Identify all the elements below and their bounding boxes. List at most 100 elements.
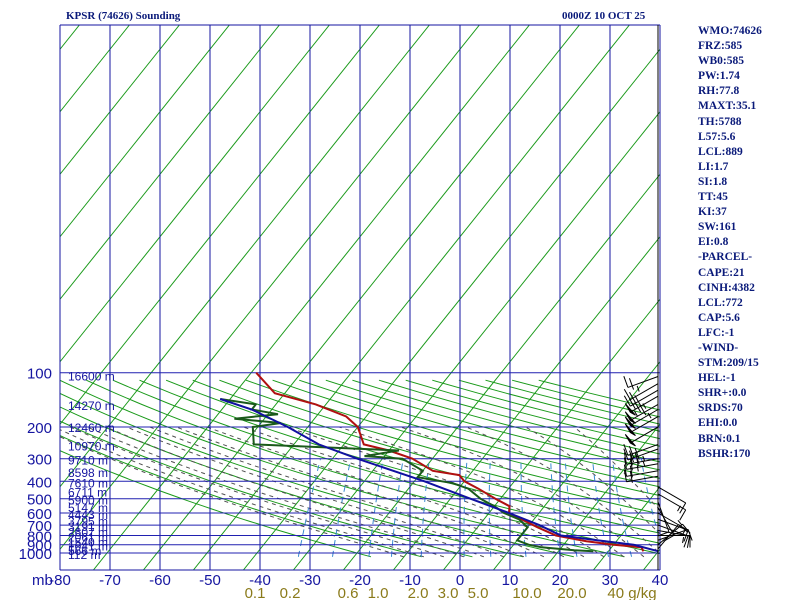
temperature-tick-label: -30	[299, 572, 321, 589]
mixing-ratio-label: 0.6	[338, 585, 359, 600]
wind-barb-flag	[683, 535, 689, 548]
pressure-tick-label: 100	[27, 366, 52, 383]
wind-barb-flag	[634, 448, 640, 460]
wind-barb	[657, 520, 691, 546]
wind-barb	[624, 426, 659, 447]
isotherm-line	[60, 25, 180, 176]
dry-adiabat-line	[112, 379, 660, 544]
dry-adiabat-line	[325, 379, 660, 471]
temperature-tick-label: 30	[602, 572, 619, 589]
moist-adiabat-line	[573, 426, 660, 511]
height-label: 566 m	[68, 544, 101, 558]
moist-adiabat-lines	[60, 426, 660, 558]
wind-barb-staff	[627, 443, 659, 456]
station-title: KPSR (74626) Sounding	[66, 10, 181, 22]
mixing-ratio-line	[391, 458, 404, 557]
height-label: 9710 m	[68, 454, 108, 468]
mixing-ratio-line	[420, 458, 430, 557]
wind-barb-flag	[629, 470, 633, 483]
wind-barb-flag	[678, 524, 689, 533]
index-item: SI:1.8	[698, 175, 728, 188]
wind-barb-staff	[630, 395, 659, 413]
dry-adiabat-line	[60, 392, 574, 558]
wind-barb-pennant	[624, 411, 636, 424]
wind-barb-flag	[623, 389, 631, 400]
wind-barb-flag	[634, 395, 642, 406]
isotherm-line	[60, 25, 480, 551]
temperature-tick-label: -10	[399, 572, 421, 589]
isotherm-line	[60, 25, 430, 488]
mixing-ratio-line	[611, 458, 633, 557]
temperature-tick-label: -50	[199, 572, 221, 589]
height-label: 3191 m	[68, 520, 108, 534]
wind-barb-flag	[623, 376, 629, 388]
moist-adiabat-line	[176, 426, 545, 558]
mixing-ratio-line	[368, 458, 384, 557]
height-label: 16600 m	[68, 369, 115, 383]
isotherm-line	[543, 423, 660, 570]
moist-adiabat-line	[60, 436, 405, 558]
mixing-ratio-line	[592, 458, 609, 557]
pressure-tick-label: 300	[27, 452, 52, 469]
mixing-ratio-label: 10.0	[512, 585, 541, 600]
index-item: BSHR:170	[698, 447, 751, 460]
index-item: LCL:889	[698, 145, 743, 158]
isotherm-line	[193, 25, 630, 570]
temperature-tick-label: -80	[49, 572, 71, 589]
wind-barb-flag	[682, 523, 691, 534]
height-label: 10970 m	[68, 439, 115, 453]
wind-barb-flag	[623, 469, 627, 482]
dry-adiabat-line	[60, 379, 625, 558]
isotherm-line	[60, 25, 380, 426]
index-item: WB0:585	[698, 55, 744, 68]
index-item: TT:45	[698, 191, 728, 204]
wind-barb-staff	[657, 486, 686, 504]
isotherm-line	[60, 25, 330, 363]
wind-barb-pennant	[624, 423, 636, 436]
wind-barb	[657, 524, 689, 550]
parcel-profile-line	[219, 398, 659, 553]
isotherm-lines	[60, 25, 660, 570]
temperature-tick-label: 40	[652, 572, 669, 589]
wind-barb	[657, 486, 687, 514]
wind-barb-staff	[630, 409, 659, 426]
mixing-ratio-line	[463, 458, 468, 557]
index-item: SRDS:70	[698, 402, 743, 415]
wind-barb	[624, 404, 659, 424]
dry-adiabat-lines	[60, 379, 660, 558]
index-item: FRZ:585	[698, 40, 743, 53]
wind-barb-halfflag	[647, 412, 652, 419]
pressure-tick-label: 400	[27, 474, 52, 491]
temperature-tick-label: 10	[502, 572, 519, 589]
pressure-tick-label: 700	[27, 518, 52, 535]
index-item: RH:77.8	[698, 85, 740, 98]
mixing-ratio-line	[550, 458, 561, 557]
isotherm-line	[243, 48, 660, 570]
mixing-ratio-line	[332, 458, 352, 557]
index-item: CINH:4382	[698, 281, 755, 294]
wind-barb-flag	[635, 454, 639, 467]
wind-barb-staff	[630, 416, 659, 433]
wind-barb-staff	[630, 389, 659, 407]
wind-barb-flag	[628, 450, 635, 463]
height-label: 2607 m	[68, 525, 108, 539]
pressure-tick-label: 900	[27, 538, 52, 555]
wind-barb-halfflag	[677, 520, 683, 526]
wind-barb-flag	[629, 398, 636, 410]
wind-barb-flag	[629, 458, 633, 471]
index-item: WMO:74626	[698, 25, 762, 37]
wind-barb-pennant	[624, 433, 636, 447]
index-item: SW:161	[698, 221, 737, 234]
pressure-tick-label: 800	[27, 529, 52, 546]
sounding-series	[219, 372, 659, 553]
wind-barb	[623, 452, 659, 467]
moist-adiabat-line	[87, 426, 465, 558]
moist-adiabat-line	[206, 426, 565, 558]
height-label: 5147 m	[68, 501, 108, 515]
mixing-ratio-line	[297, 458, 321, 557]
index-item: LCL:772	[698, 296, 743, 309]
mixing-ratio-label: 5.0	[468, 585, 489, 600]
pressure-tick-label: 200	[27, 420, 52, 437]
height-label: 4443 m	[68, 508, 108, 522]
wind-barb	[624, 416, 659, 436]
